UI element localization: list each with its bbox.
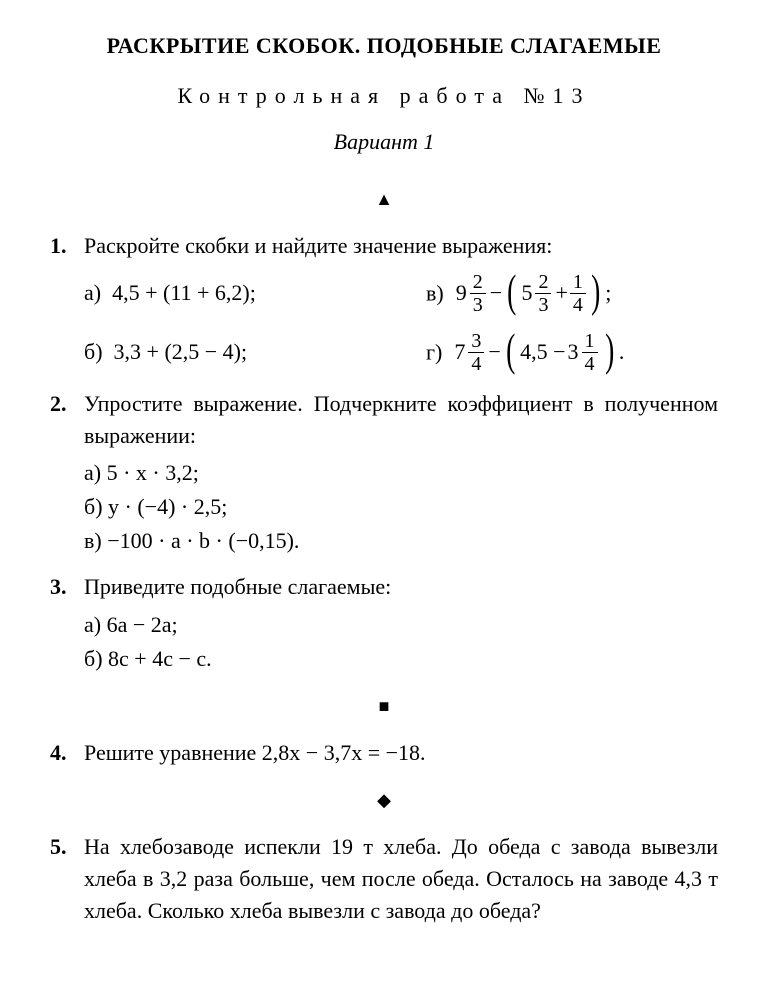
task-1g-label: г) [426, 339, 442, 364]
task-3: 3. Приведите подобные слагаемые: а) 6a −… [50, 571, 718, 675]
task-2a: а) 5 · x · 3,2; [84, 457, 718, 489]
page-title: РАСКРЫТИЕ СКОБОК. ПОДОБНЫЕ СЛАГАЕМЫЕ [50, 30, 718, 62]
diamond-marker: ◆ [50, 787, 718, 813]
task-4-text: Решите уравнение 2,8x − 3,7x = −18. [84, 740, 426, 765]
task-4: 4. Решите уравнение 2,8x − 3,7x = −18. [50, 737, 718, 769]
task-2-number: 2. [50, 388, 67, 420]
task-1v-label: в) [426, 280, 444, 305]
task-1b-expr: 3,3 + (2,5 − 4); [114, 339, 248, 364]
task-1-number: 1. [50, 230, 67, 262]
triangle-marker: ▲ [50, 186, 718, 212]
task-5-number: 5. [50, 831, 67, 863]
variant-label: Вариант 1 [50, 126, 718, 158]
task-2: 2. Упростите выражение. Подчеркните коэф… [50, 388, 718, 557]
task-1b-label: б) [84, 339, 103, 364]
task-3b: б) 8c + 4c − c. [84, 643, 718, 675]
task-3a: а) 6a − 2a; [84, 609, 718, 641]
task-1: 1. Раскройте скобки и найдите значение в… [50, 230, 718, 374]
task-1g-expr: 734 − ( 4,5 − 314 ) . [453, 331, 625, 374]
task-1-text: Раскройте скобки и найдите значение выра… [84, 233, 552, 258]
task-1a-expr: 4,5 + (11 + 6,2); [112, 280, 256, 305]
task-2v: в) −100 · a · b · (−0,15). [84, 525, 718, 557]
square-marker: ■ [50, 693, 718, 719]
task-3-text: Приведите подобные слагаемые: [84, 574, 391, 599]
task-1a-label: а) [84, 280, 101, 305]
task-4-number: 4. [50, 737, 67, 769]
task-5: 5. На хлебозаводе испекли 19 т хлеба. До… [50, 831, 718, 927]
page-subtitle: Контрольная работа №13 [50, 80, 718, 112]
task-1v-expr: 923 − ( 523 + 14 ) ; [455, 272, 613, 315]
task-5-text: На хлебозаводе испекли 19 т хлеба. До об… [84, 834, 718, 923]
task-2b: б) y · (−4) · 2,5; [84, 491, 718, 523]
task-2-text: Упростите выражение. Подчеркните коэффиц… [84, 391, 718, 448]
task-3-number: 3. [50, 571, 67, 603]
